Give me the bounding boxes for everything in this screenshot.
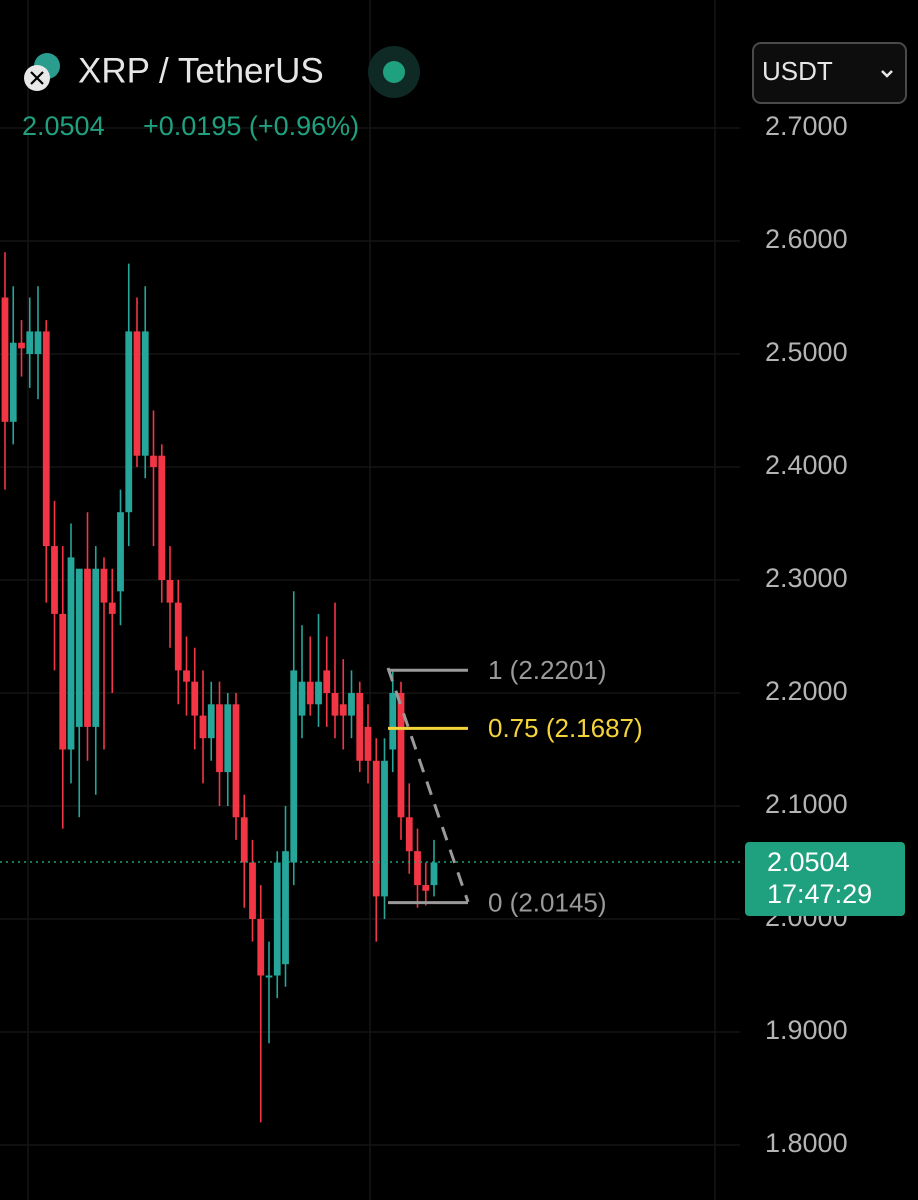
symbol: XRP / TetherUS xyxy=(78,51,324,90)
y-tick-label: 2.7000 xyxy=(765,111,848,141)
fib-label: 0 (2.0145) xyxy=(488,887,607,917)
candle-body xyxy=(315,681,322,705)
candle-body xyxy=(323,670,331,693)
y-tick-label: 2.5000 xyxy=(765,337,848,367)
y-tick-label: 2.2000 xyxy=(765,676,848,706)
candle-body xyxy=(166,580,174,603)
change: +0.0195 (+0.96%) xyxy=(143,111,359,141)
fib-label: 1 (2.2201) xyxy=(488,655,607,685)
candle-body xyxy=(191,681,199,716)
candle-body xyxy=(232,704,240,818)
chevron xyxy=(881,70,893,78)
header: XRP / TetherUS 2.0504 +0.0195 (+0.96%) U… xyxy=(22,42,907,141)
last-price-label: 2.0504 xyxy=(767,847,850,877)
candle-body xyxy=(397,693,405,818)
price: 2.0504 xyxy=(22,111,105,141)
candle-body xyxy=(51,546,58,614)
candle-body xyxy=(282,851,289,965)
candle-body xyxy=(414,851,421,886)
candle-body xyxy=(290,670,298,863)
candle-body xyxy=(224,704,232,773)
y-tick-label: 2.1000 xyxy=(765,789,848,819)
status-dot xyxy=(383,61,405,83)
y-tick-label: 1.8000 xyxy=(765,1128,848,1158)
y-tick-label: 2.3000 xyxy=(765,563,848,593)
candle-body xyxy=(381,760,388,897)
candle-body xyxy=(133,331,141,456)
candle-body xyxy=(34,331,42,354)
candle-body xyxy=(265,975,273,978)
candle-body xyxy=(59,613,67,750)
fib-trend-line xyxy=(386,667,470,903)
candle-body xyxy=(75,568,83,727)
candle-body xyxy=(249,862,256,919)
candle-body xyxy=(298,681,306,716)
candle-body xyxy=(158,455,166,580)
candle-body xyxy=(216,704,223,773)
currency-select[interactable] xyxy=(752,42,907,104)
candle-body xyxy=(42,331,50,547)
last-price-box xyxy=(745,842,905,917)
candle-body xyxy=(273,862,281,976)
countdown: 17:47:29 xyxy=(767,879,872,909)
candle-body xyxy=(348,693,355,716)
candles xyxy=(1,252,438,1123)
y-tick-label: 2.4000 xyxy=(765,450,848,480)
close-x[interactable] xyxy=(30,71,44,85)
candle-body xyxy=(372,760,380,897)
candle-body xyxy=(174,602,182,671)
candle-body xyxy=(117,512,124,592)
candle-body xyxy=(339,704,347,716)
y-tick-label: 2.6000 xyxy=(765,224,848,254)
candle-body xyxy=(331,693,339,716)
candle-body xyxy=(257,919,265,976)
candle-body xyxy=(389,693,397,750)
candle-body xyxy=(240,817,248,863)
candle-body xyxy=(26,331,34,354)
candle-body xyxy=(18,342,25,349)
candle-body xyxy=(9,342,17,422)
candle-body xyxy=(100,568,108,603)
candle-body xyxy=(108,602,116,614)
candle-body xyxy=(422,885,430,891)
candle-body xyxy=(207,704,215,739)
candle-body xyxy=(405,817,413,852)
candle-body xyxy=(183,670,190,682)
currency[interactable]: USDT xyxy=(762,56,833,86)
fib-label: 0.75 (2.1687) xyxy=(488,713,643,743)
candle-body xyxy=(364,726,372,761)
candle-body xyxy=(356,693,364,761)
fib-tool: 1 (2.2201) 0.75 (2.1687) 0 (2.0145) xyxy=(386,655,643,917)
candle-body xyxy=(306,681,314,705)
candle-body xyxy=(67,557,75,750)
candle-body xyxy=(150,455,157,467)
candle-body xyxy=(141,331,149,456)
y-tick-label: 1.9000 xyxy=(765,1015,848,1045)
candle-body xyxy=(199,715,207,739)
candle-body xyxy=(430,862,438,886)
candle-body xyxy=(84,568,91,727)
candle-body xyxy=(125,331,133,513)
candle-body xyxy=(1,297,9,422)
candle-body xyxy=(92,568,100,727)
